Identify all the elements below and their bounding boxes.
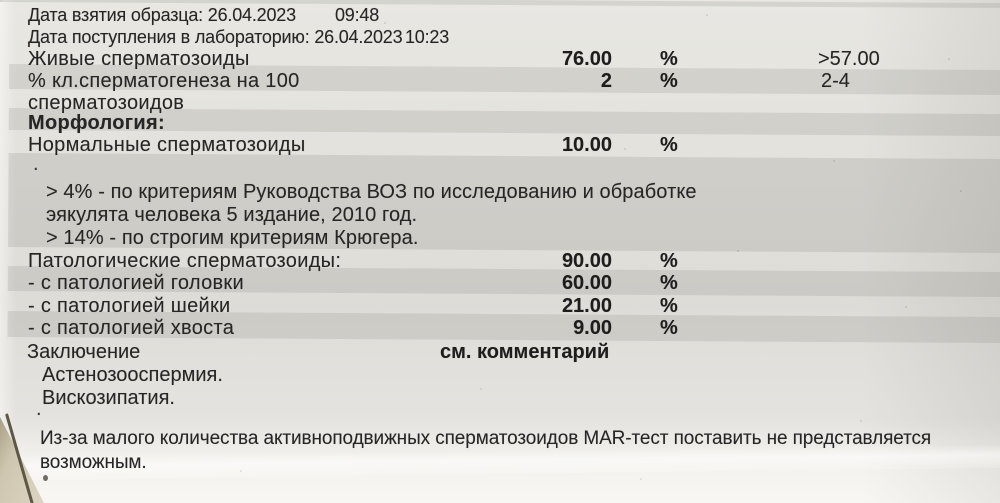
result-name: - с патологией головки <box>28 272 244 294</box>
comment-line: возможным. <box>40 452 147 473</box>
comment-line: Из-за малого количества активноподвижных… <box>40 428 932 449</box>
result-value: 2 <box>600 70 612 92</box>
result-unit: % <box>660 295 678 317</box>
result-reference: >57.00 <box>818 48 880 70</box>
lab-time-value: 10:23 <box>405 27 450 47</box>
lab-date-label: Дата поступления в лабораторию: <box>28 27 310 47</box>
result-unit: % <box>660 317 678 339</box>
result-name: % кл.сперматогенеза на 100 <box>28 70 300 92</box>
result-value: 60.00 <box>561 272 612 294</box>
result-reference: 2-4 <box>821 70 850 92</box>
stray-mark: . <box>33 153 39 175</box>
result-value: 21.00 <box>561 295 612 317</box>
lab-date-value: 26.04.2023 <box>314 27 403 47</box>
result-value: 76.00 <box>561 48 612 70</box>
result-name: Нормальные сперматозоиды <box>28 134 306 156</box>
stray-mark: . <box>36 398 42 420</box>
lab-date-row: Дата поступления в лабораторию: 26.04.20… <box>28 26 403 48</box>
sample-date-label: Дата взятия образца: <box>28 5 203 25</box>
result-unit: % <box>660 272 678 294</box>
morphology-note-line: эякулята человека 5 издание, 2010 год. <box>46 204 418 226</box>
result-unit: % <box>660 48 678 70</box>
morphology-note-line: > 4% - по критериям Руководства ВОЗ по и… <box>46 181 697 203</box>
result-name: - с патологией хвоста <box>28 317 235 339</box>
conclusion-label: Заключение <box>27 341 141 363</box>
morphology-note-line: > 14% - по строгим критериям Крюгера. <box>46 227 419 249</box>
result-name: Патологические сперматозоиды: <box>28 250 342 272</box>
paper-texture <box>0 0 2 2</box>
result-unit: % <box>660 70 678 92</box>
sample-time-value: 09:48 <box>335 5 380 25</box>
conclusion-item: Вискозипатия. <box>42 387 175 409</box>
result-unit: % <box>660 250 678 272</box>
result-name: Живые сперматозоиды <box>28 48 250 70</box>
result-value: 90.00 <box>561 250 612 272</box>
conclusion-value: см. комментарий <box>440 341 610 363</box>
result-value: 9.00 <box>573 317 612 339</box>
result-unit: % <box>660 134 678 156</box>
section-heading-morphology: Морфология: <box>28 112 165 134</box>
paper-corner-speck <box>43 475 48 481</box>
conclusion-item: Астенозооспермия. <box>42 364 223 386</box>
sample-date-value: 26.04.2023 <box>207 5 296 25</box>
sample-date-row: Дата взятия образца: 26.04.2023 <box>28 4 296 26</box>
result-name-continued: сперматозоидов <box>28 92 185 114</box>
result-value: 10.00 <box>561 134 612 156</box>
result-name: - с патологией шейки <box>28 295 231 317</box>
